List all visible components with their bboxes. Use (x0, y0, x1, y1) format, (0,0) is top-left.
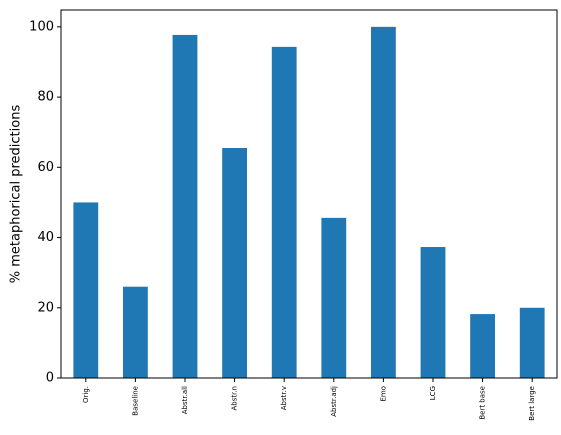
y-tick-label: 0 (46, 371, 54, 386)
x-tick-label: Emo (379, 386, 387, 402)
bar (73, 202, 99, 378)
y-tick-label: 60 (37, 160, 54, 175)
x-tick-label: Orig. (82, 386, 90, 403)
x-tick-label: Abstr.adj (330, 386, 338, 417)
x-tick-label: Abstr.v (280, 386, 288, 410)
y-tick-label: 20 (37, 300, 54, 315)
bar (271, 46, 297, 378)
bar (222, 148, 247, 378)
y-tick-label: 40 (37, 230, 54, 245)
x-tick-label: Bert base (479, 386, 487, 420)
x-tick-label: Abstr.all (181, 386, 189, 414)
bar (519, 307, 545, 378)
bar (123, 286, 148, 378)
x-tick-label: Baseline (131, 386, 139, 416)
y-axis-label: % metaphorical predictions (9, 105, 24, 284)
bar (420, 247, 446, 378)
x-tick-label: Abstr.n (231, 386, 239, 411)
plot-frame (60, 9, 558, 379)
x-tick-label: LCG (429, 386, 437, 400)
bar (172, 34, 198, 378)
y-tick-label: 80 (37, 90, 54, 105)
bar (470, 314, 495, 378)
x-tick-label: Bert large (528, 386, 536, 421)
bar (371, 26, 396, 379)
y-tick-label: 100 (29, 19, 54, 34)
bar (321, 217, 347, 378)
